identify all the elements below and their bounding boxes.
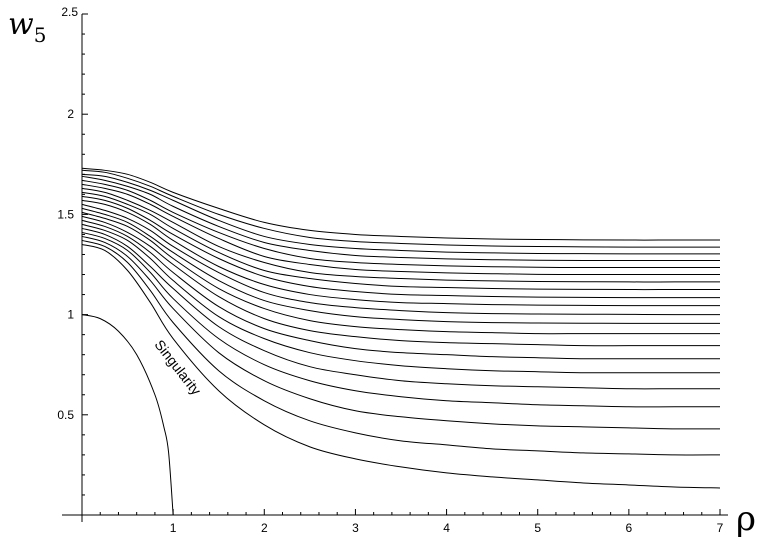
series-line	[81, 195, 720, 299]
x-tick-label: 4	[443, 521, 450, 535]
y-axis-label-subscript: 5	[34, 23, 47, 47]
x-ticks: 1 2 3 4 5 6 7	[99, 509, 724, 535]
y-ticks: 0.5 1 1.5 2 2.5	[57, 5, 88, 496]
series-line	[81, 207, 720, 324]
series-line	[81, 199, 720, 307]
x-tick-label: 2	[261, 521, 268, 535]
series-line	[81, 219, 720, 360]
series-line	[81, 179, 720, 269]
series-line	[81, 235, 721, 430]
series-line	[81, 203, 721, 316]
x-tick-label: 1	[170, 521, 177, 535]
x-tick-label: 5	[534, 521, 541, 535]
x-tick-label: 7	[717, 521, 724, 535]
y-tick-label: 0.5	[57, 408, 74, 422]
y-axis-label: w5	[8, 7, 46, 47]
y-axis-label-base: w	[8, 7, 34, 42]
series-line	[81, 173, 720, 255]
x-axis-label: ρ	[736, 499, 756, 539]
series-group	[81, 167, 721, 489]
series-line	[81, 187, 720, 283]
x-tick-label: 3	[352, 521, 359, 535]
y-tick-label: 1.5	[57, 207, 74, 221]
y-tick-label: 1	[67, 308, 74, 322]
y-tick-label: 2	[67, 107, 74, 121]
series-line	[81, 191, 720, 291]
series-line	[81, 231, 720, 408]
series-line	[81, 175, 720, 262]
series-line	[81, 167, 720, 241]
series-line	[81, 223, 720, 374]
singularity-group	[81, 314, 174, 516]
y-tick-label: 2.5	[61, 5, 78, 19]
series-line	[81, 227, 720, 390]
series-line	[81, 239, 721, 456]
x-tick-label: 6	[626, 521, 633, 535]
series-line	[81, 183, 720, 276]
series-line	[81, 211, 720, 335]
series-line	[81, 215, 720, 347]
series-line	[81, 243, 721, 489]
singularity-curve	[81, 314, 174, 516]
series-line	[81, 169, 720, 248]
